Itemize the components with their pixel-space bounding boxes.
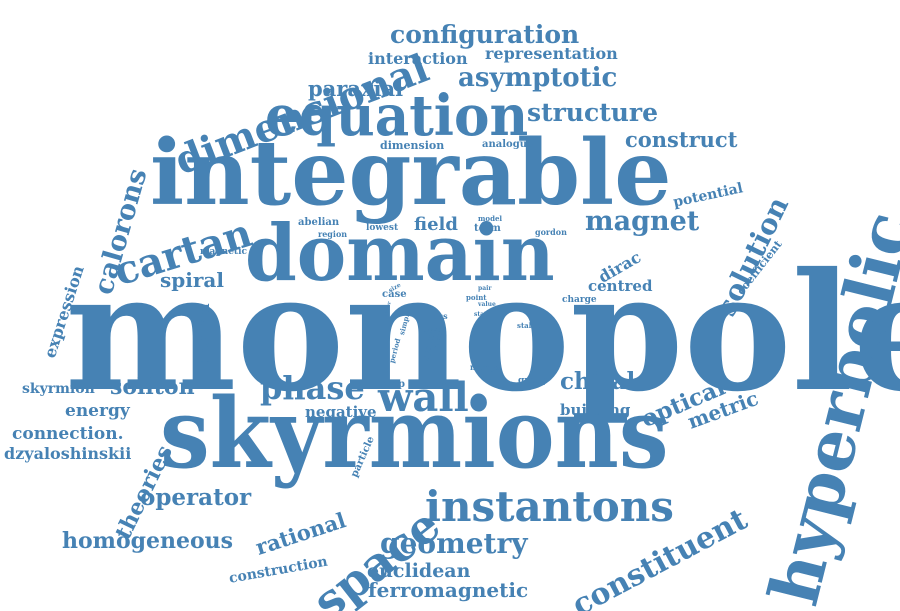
word: centred <box>588 277 653 295</box>
word: construct <box>625 127 738 152</box>
word: building <box>560 401 631 419</box>
word: interaction <box>368 49 468 68</box>
word: type <box>422 324 442 334</box>
word: mass <box>425 311 448 321</box>
word: case <box>382 289 407 300</box>
word: value <box>478 301 496 308</box>
word: instantons <box>425 482 674 531</box>
word: configuration <box>390 20 580 49</box>
word: magnetic <box>200 247 247 257</box>
word: point <box>466 293 487 302</box>
word: skyrmions <box>160 377 669 490</box>
word: state <box>474 311 491 318</box>
word: field <box>414 214 458 235</box>
word: charge <box>562 295 597 305</box>
word: dzyaloshinskii <box>4 444 132 463</box>
word: region <box>318 229 348 239</box>
word: map <box>381 379 406 390</box>
word: stable <box>517 321 541 330</box>
word: abelian <box>298 217 340 228</box>
word: ground <box>194 303 213 368</box>
word: motion <box>416 379 448 389</box>
word: geometry <box>380 527 528 560</box>
word: euclidean <box>367 560 471 582</box>
word: gordon <box>535 227 567 237</box>
word: paraxial <box>308 76 404 101</box>
word: structure <box>527 98 658 127</box>
word: homogeneous <box>62 528 234 554</box>
word: skyrmion <box>22 381 95 397</box>
word: connection. <box>12 424 124 444</box>
word: term <box>474 223 501 234</box>
word: asymptotic <box>458 63 618 93</box>
word: dimension <box>380 139 445 152</box>
word: group <box>518 376 548 386</box>
word: potential <box>671 180 745 211</box>
word: negative <box>305 403 377 421</box>
word: chiral <box>560 368 636 395</box>
word: spiral <box>160 268 224 292</box>
word: lowest <box>366 223 399 233</box>
word: equation <box>265 83 529 149</box>
word: energy <box>65 401 130 421</box>
word: magnet <box>585 206 700 237</box>
word: model <box>478 214 503 223</box>
word: analogue <box>482 139 534 150</box>
word: ferromagnetic <box>368 578 529 602</box>
word: phase <box>260 369 365 407</box>
word: monopole <box>65 238 900 428</box>
word: moriya <box>470 362 501 372</box>
word: soliton <box>110 374 195 400</box>
word: domain <box>245 208 555 299</box>
word: operator <box>140 484 252 511</box>
word: wall <box>378 374 469 421</box>
word: rational <box>252 507 349 560</box>
word: pair <box>478 285 492 292</box>
word: integrable <box>150 120 672 226</box>
word: representation <box>485 44 618 63</box>
